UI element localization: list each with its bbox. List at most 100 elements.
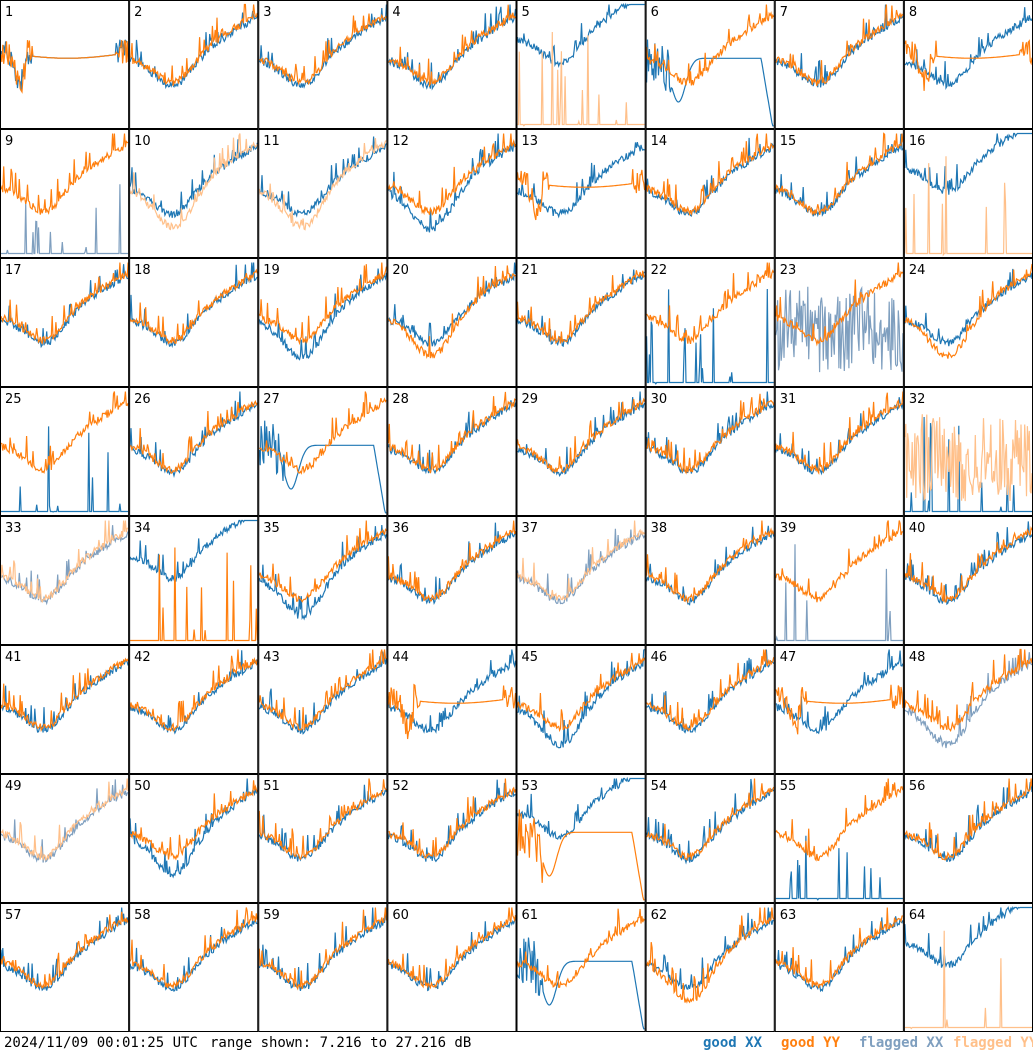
panel-27-yy-line: [259, 391, 387, 475]
panel-label: 21: [522, 263, 539, 278]
panel-label: 1: [5, 5, 13, 20]
panel-9: 9: [0, 129, 130, 258]
panel-24-xx-line: [904, 268, 1033, 347]
panel-border: [0, 516, 130, 645]
panel-label: 37: [522, 521, 539, 536]
legend-good-xx: good XX: [703, 1035, 763, 1051]
panel-border: [645, 387, 775, 516]
panel-13: 13: [516, 129, 646, 258]
panel-label: 34: [134, 521, 151, 536]
panel-39-yy-line: [775, 520, 904, 603]
panel-1-yy-line: [0, 40, 129, 94]
panel-45-xx-line: [517, 649, 645, 749]
panel-label: 46: [651, 650, 668, 665]
panel-40-xx-line: [904, 521, 1033, 606]
panel-58-xx-line: [129, 919, 258, 993]
panel-label: 18: [134, 263, 151, 278]
panel-border: [387, 129, 517, 258]
panel-22: 22: [645, 258, 775, 387]
panel-20: 20: [387, 258, 517, 387]
panel-3: 3: [258, 0, 388, 129]
panel-10-xx-line: [129, 139, 258, 219]
panel-42-yy-line: [129, 649, 258, 733]
panel-41-yy-line: [0, 657, 129, 733]
panel-4: 4: [387, 0, 517, 129]
panel-label: 56: [909, 779, 926, 794]
panel-60-yy-line: [387, 907, 517, 990]
panel-border: [129, 774, 259, 903]
panel-29-yy-line: [516, 397, 646, 474]
panel-7-yy-line: [775, 4, 904, 87]
panel-border: [258, 903, 388, 1032]
panel-22-yy-line: [646, 262, 775, 345]
panel-border: [645, 258, 775, 387]
panel-52-yy-line: [388, 778, 517, 859]
panel-44-yy-line: [387, 683, 517, 740]
panel-63: 63: [774, 903, 904, 1032]
panel-28-yy-line: [387, 391, 516, 474]
panel-7-xx-line: [775, 4, 904, 88]
panel-17-yy-line: [0, 262, 129, 345]
panel-border: [387, 258, 517, 387]
panel-25-yy-line: [0, 391, 129, 474]
panel-11-yy-line: [258, 138, 387, 231]
panel-14: 14: [645, 129, 775, 258]
panel-39: 39: [774, 516, 904, 645]
panel-9-yy-line: [0, 133, 129, 215]
panel-19-yy-line: [258, 262, 387, 346]
panel-6-xx-line: [646, 39, 774, 127]
panel-36: 36: [387, 516, 517, 645]
panel-label: 59: [263, 908, 280, 923]
panel-label: 27: [263, 392, 280, 407]
panel-53-xx-line: [516, 776, 645, 840]
panel-border: [516, 129, 646, 258]
panel-label: 10: [134, 134, 151, 149]
panel-border: [645, 516, 775, 645]
panel-47-yy-line: [775, 684, 904, 735]
panel-border: [774, 774, 904, 903]
panel-56: 56: [903, 774, 1033, 903]
panel-7: 7: [774, 0, 904, 129]
panel-label: 42: [134, 650, 151, 665]
panel-54: 54: [645, 774, 775, 903]
panel-45: 45: [516, 645, 646, 774]
panel-30-xx-line: [646, 391, 775, 474]
panel-23-yy-line: [775, 262, 904, 347]
panel-52: 52: [387, 774, 517, 903]
panel-8: 8: [903, 0, 1033, 129]
panel-label: 17: [5, 263, 22, 278]
panel-label: 16: [909, 134, 926, 149]
panel-label: 4: [392, 5, 400, 20]
panel-64-yy-line: [904, 930, 1032, 1030]
panel-border: [774, 387, 904, 516]
panel-border: [258, 258, 388, 387]
panel-label: 19: [263, 263, 280, 278]
panel-border: [774, 0, 904, 129]
panel-35-xx-line: [258, 524, 387, 621]
panel-57-yy-line: [0, 911, 129, 989]
panel-3-yy-line: [259, 13, 387, 86]
panel-47-xx-line: [775, 649, 904, 735]
panel-label: 64: [909, 908, 926, 923]
panel-18-yy-line: [129, 268, 258, 345]
panel-label: 2: [134, 5, 142, 20]
panel-label: 36: [392, 521, 409, 536]
panel-label: 48: [909, 650, 926, 665]
panel-36-yy-line: [387, 520, 517, 602]
panel-51-yy-line: [258, 778, 387, 861]
panel-62-yy-line: [646, 907, 775, 1004]
panel-label: 43: [263, 650, 280, 665]
panel-19: 19: [258, 258, 388, 387]
panel-14-xx-line: [646, 137, 775, 217]
panel-24: 24: [903, 258, 1033, 387]
panel-label: 3: [263, 5, 271, 20]
panel-17: 17: [0, 258, 130, 387]
panel-border: [774, 645, 904, 774]
panel-21-yy-line: [516, 270, 646, 345]
panel-border: [258, 129, 388, 258]
panel-48-yy-line: [904, 648, 1033, 733]
panel-48-xx-line: [904, 649, 1033, 749]
panel-61-xx-line: [516, 937, 645, 1030]
panel-53-yy-line: [516, 809, 645, 901]
